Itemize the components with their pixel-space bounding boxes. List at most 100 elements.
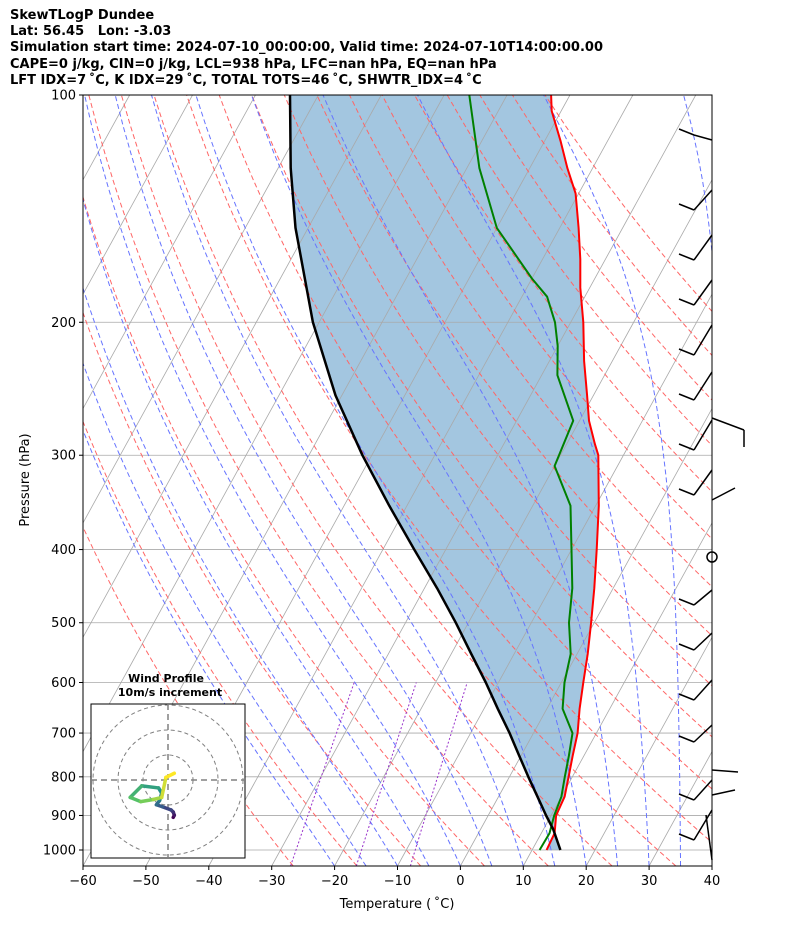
- y-axis-label: Pressure (hPa): [18, 433, 33, 526]
- wind-barb-flag: [678, 598, 695, 606]
- wind-barb: [711, 789, 736, 796]
- moist-adiabat-line: [114, 95, 493, 866]
- moist-adiabat-line: [83, 197, 430, 866]
- wind-barb-flag: [678, 693, 695, 701]
- chart-title: SkewTLogP Dundee: [10, 8, 155, 23]
- isotherm-line: [83, 95, 319, 524]
- moist-adiabat-line: [83, 428, 336, 866]
- wind-barb: [693, 371, 713, 401]
- moist-adiabat-line: [83, 286, 398, 866]
- moist-adiabat-line: [683, 95, 712, 866]
- moist-adiabat-line: [151, 95, 524, 866]
- chart-title-block: SkewTLogP Dundee Lat: 56.45 Lon: -3.03 Sim…: [10, 8, 603, 89]
- hodograph-segment: [140, 784, 161, 790]
- calm-wind-circle: [706, 551, 718, 563]
- y-tick-label: 600: [51, 676, 76, 691]
- dry-adiabat-line: [83, 525, 294, 866]
- hodograph-segment: [138, 797, 156, 804]
- dry-adiabat-line: [153, 95, 677, 866]
- temperature-profile-line: [545, 95, 600, 851]
- isotherm-line: [83, 95, 193, 296]
- x-tick-label: 20: [578, 874, 595, 889]
- x-tick-label: −40: [195, 874, 222, 889]
- hodograph-title: Wind Profile: [128, 672, 204, 685]
- mixing-ratio-line: [290, 682, 355, 866]
- y-tick-label: 500: [51, 616, 76, 631]
- x-axis-label: Temperature ( ˚C): [339, 896, 455, 912]
- y-tick-label: 800: [51, 770, 76, 785]
- wind-barb: [711, 417, 745, 431]
- moist-adiabat-line: [83, 361, 367, 866]
- dry-adiabat-line: [283, 95, 712, 687]
- hodograph-subtitle: 10m/s increment: [118, 686, 222, 699]
- wind-barb: [693, 779, 713, 801]
- dry-adiabat-line: [446, 95, 712, 447]
- wind-barb-flag: [678, 793, 695, 801]
- isotherm-line: [0, 95, 67, 866]
- wind-barb-flag: [678, 348, 695, 356]
- x-tick-label: −20: [321, 874, 348, 889]
- x-tick-label: −10: [384, 874, 411, 889]
- wind-barb-flag: [678, 393, 695, 401]
- wind-barb-flag: [678, 833, 695, 841]
- isotherm-line: [711, 865, 712, 866]
- y-tick-label: 300: [51, 449, 76, 464]
- wind-barb: [693, 234, 713, 261]
- moist-adiabat-line: [322, 95, 619, 866]
- convective-params-line: CAPE=0 j/kg, CIN=0 j/kg, LCL=938 hPa, LF…: [10, 56, 497, 72]
- y-tick-label: 900: [51, 809, 76, 824]
- wind-barb: [693, 279, 713, 306]
- hodograph-segment: [159, 775, 168, 800]
- wind-barb: [693, 134, 713, 141]
- y-tick-label: 700: [51, 727, 76, 742]
- x-tick-label: −60: [69, 874, 96, 889]
- y-tick-label: 1000: [43, 844, 76, 859]
- wind-barb-flag: [678, 488, 695, 496]
- dry-adiabat-line: [120, 95, 613, 866]
- x-tick-label: −30: [258, 874, 285, 889]
- mixing-ratio-line: [409, 682, 468, 866]
- wind-barb: [693, 724, 713, 743]
- wind-barb: [693, 632, 713, 651]
- wind-barb: [693, 469, 713, 496]
- wind-barb: [711, 769, 739, 773]
- moist-adiabat-line: [251, 95, 587, 866]
- hodograph-segment: [128, 784, 144, 800]
- dry-adiabat-line: [83, 311, 422, 866]
- dry-adiabat-line: [88, 95, 549, 866]
- isotherm-line: [83, 95, 382, 639]
- isotherm-line: [460, 407, 712, 866]
- y-tick-label: 100: [51, 89, 76, 104]
- isotherm-line: [334, 178, 712, 866]
- isotherm-line: [585, 636, 712, 866]
- wind-barb-flag: [678, 203, 695, 211]
- y-tick-label: 200: [51, 316, 76, 331]
- x-tick-label: 10: [515, 874, 532, 889]
- x-tick-label: 40: [704, 874, 721, 889]
- wind-barb: [693, 679, 713, 701]
- x-tick-label: −50: [132, 874, 159, 889]
- wind-barb: [693, 419, 713, 451]
- dry-adiabat-line: [414, 95, 712, 493]
- dewpoint-profile-line: [468, 95, 575, 851]
- wind-barb-flag: [678, 298, 695, 306]
- wind-barb: [693, 324, 713, 356]
- wind-barb-flag: [678, 643, 695, 651]
- x-tick-label: 0: [456, 874, 464, 889]
- isotherm-line: [83, 95, 256, 410]
- cape-shaded-area: [290, 95, 599, 850]
- wind-barb: [705, 814, 713, 861]
- time-line: Simulation start time: 2024-07-10_00:00:…: [10, 40, 603, 56]
- dry-adiabat-line: [186, 95, 712, 844]
- stability-indices-line: LFT IDX=7 ˚C, K IDX=29 ˚C, TOTAL TOTS=46…: [10, 72, 482, 88]
- wind-barb: [693, 809, 713, 841]
- moist-adiabat-line: [543, 95, 681, 866]
- dry-adiabat-line: [381, 95, 712, 540]
- y-tick-label: 400: [51, 543, 76, 558]
- parcel-path-line: [288, 95, 562, 851]
- moist-adiabat-line: [84, 95, 461, 866]
- hodograph-segment: [128, 795, 143, 804]
- dry-adiabat-line: [316, 95, 712, 637]
- mixing-ratio-line: [355, 682, 417, 866]
